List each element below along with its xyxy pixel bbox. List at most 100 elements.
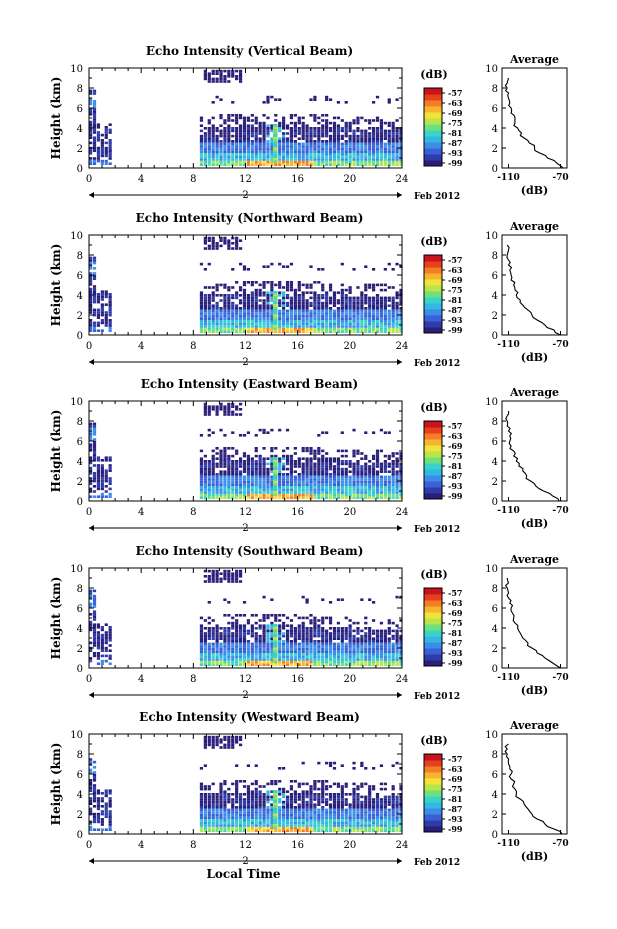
heatmap-cell xyxy=(297,327,301,331)
heatmap-cell xyxy=(254,640,258,643)
heatmap-cell xyxy=(297,150,301,153)
colorbar-tick-label: -63 xyxy=(448,98,463,108)
heatmap-cell xyxy=(332,330,337,333)
colorbar-swatch xyxy=(424,445,442,452)
heatmap-cell xyxy=(92,639,97,642)
heatmap-cell xyxy=(278,473,282,476)
heatmap-cell xyxy=(108,308,112,312)
heatmap-cell xyxy=(199,330,204,333)
heatmap-cell xyxy=(356,473,360,476)
heatmap-cell xyxy=(364,132,368,135)
heatmap-cell xyxy=(325,163,329,166)
heatmap-cell xyxy=(215,283,219,287)
heatmap-cell xyxy=(96,152,101,155)
heatmap-cell xyxy=(372,307,376,310)
heatmap-cell xyxy=(278,650,282,653)
heatmap-cell xyxy=(254,634,258,638)
heatmap-cell xyxy=(215,325,219,328)
heatmap-cell xyxy=(352,658,356,661)
heatmap-cell xyxy=(108,311,112,314)
heatmap-cell xyxy=(282,624,286,627)
heatmap-cell xyxy=(348,480,352,484)
heatmap-cell xyxy=(297,153,301,156)
heatmap-cell xyxy=(246,307,251,310)
heatmap-cell xyxy=(325,119,329,122)
heatmap-cell xyxy=(199,655,204,659)
heatmap-cell xyxy=(266,301,270,305)
heatmap-cell xyxy=(96,149,101,152)
heatmap-cell xyxy=(235,452,239,455)
heatmap-cell xyxy=(215,816,219,819)
heatmap-cell xyxy=(313,645,317,648)
heatmap-cell xyxy=(379,129,384,133)
heatmap-cell xyxy=(211,653,215,656)
heatmap-cell xyxy=(321,312,325,315)
heatmap-cell xyxy=(242,642,247,646)
heatmap-cell xyxy=(340,634,344,638)
heatmap-cell xyxy=(352,454,356,458)
heatmap-cell xyxy=(309,327,313,331)
heatmap-cell xyxy=(375,153,380,156)
heatmap-cell xyxy=(270,496,274,499)
heatmap-cell xyxy=(305,462,309,466)
heatmap-cell xyxy=(242,301,247,305)
colorbar-swatch xyxy=(424,309,442,316)
heatmap-cell xyxy=(391,153,395,156)
heatmap-cell xyxy=(203,493,207,497)
heatmap-cell xyxy=(325,470,329,473)
heatmap-cell xyxy=(100,311,104,314)
heatmap-cell xyxy=(352,488,356,492)
heatmap-cell xyxy=(235,309,239,313)
heatmap-cell xyxy=(92,628,97,632)
heatmap-cell xyxy=(285,124,290,127)
heatmap-cell xyxy=(282,475,286,479)
heatmap-cell xyxy=(328,647,333,651)
heatmap-cell xyxy=(242,121,247,125)
heatmap-cell xyxy=(246,137,251,140)
heatmap-cell xyxy=(274,614,278,617)
heatmap-cell xyxy=(223,320,227,323)
heatmap-cell xyxy=(231,127,235,130)
heatmap-cell xyxy=(317,155,321,159)
heatmap-cell xyxy=(309,627,313,630)
heatmap-cell xyxy=(250,478,254,481)
heatmap-cell xyxy=(270,653,274,656)
heatmap-cell xyxy=(250,124,254,127)
heatmap-cell xyxy=(272,655,278,658)
heatmap-cell xyxy=(297,307,301,310)
heatmap-cell xyxy=(301,296,305,300)
heatmap-cell xyxy=(352,153,356,156)
heatmap-cell xyxy=(379,307,384,310)
heatmap-cell xyxy=(278,614,282,617)
heatmap-cell xyxy=(387,655,391,659)
heatmap-cell xyxy=(203,402,207,406)
heatmap-cell xyxy=(305,283,309,287)
heatmap-cell xyxy=(100,154,104,158)
heatmap-cell xyxy=(383,653,387,656)
average-x-label: (dB) xyxy=(521,684,548,697)
heatmap-cell xyxy=(207,460,211,463)
heatmap-cell xyxy=(89,422,93,426)
heatmap-cell xyxy=(262,312,266,315)
heatmap-cell xyxy=(372,129,376,133)
heatmap-cell xyxy=(364,294,368,297)
heatmap-cell xyxy=(227,808,231,812)
heatmap-cell xyxy=(231,627,235,630)
heatmap-cell xyxy=(266,281,270,284)
heatmap-cell xyxy=(108,815,112,818)
colorbar-swatch xyxy=(424,142,442,149)
heatmap-cell xyxy=(203,296,207,300)
colorbar-swatch xyxy=(424,160,442,167)
heatmap-cell xyxy=(250,808,254,812)
heatmap-cell xyxy=(89,435,93,439)
heatmap-cell xyxy=(96,472,101,475)
heatmap-cell xyxy=(336,158,340,161)
heatmap-cell xyxy=(92,479,97,483)
heatmap-cell xyxy=(360,478,364,481)
heatmap-cell xyxy=(360,496,364,499)
heatmap-cell xyxy=(266,663,270,666)
heatmap-cell xyxy=(395,132,399,135)
heatmap-cell xyxy=(203,488,207,492)
heatmap-cell xyxy=(348,147,352,151)
heatmap-cell xyxy=(242,288,247,292)
